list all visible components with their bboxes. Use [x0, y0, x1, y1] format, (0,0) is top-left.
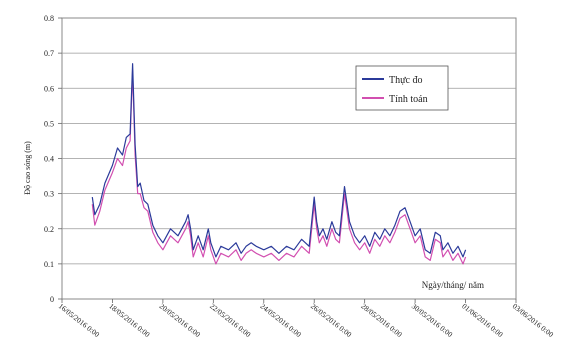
y-tick-label: 0.8 [44, 14, 54, 23]
legend-label-tinh-toan: Tính toán [389, 94, 428, 105]
x-tick-label: 26/05/2016 0:00 [309, 301, 354, 339]
x-tick-label: 01/06/2016 0:00 [460, 301, 505, 339]
gridlines [62, 52, 516, 265]
x-tick-label: 18/05/2016 0:00 [107, 301, 152, 339]
x-tick-label: 22/05/2016 0:00 [208, 301, 253, 339]
y-tick-label: 0.2 [44, 225, 54, 234]
x-tick-label: 16/05/2016 0:00 [57, 301, 102, 339]
x-tick-label: 20/05/2016 0:00 [158, 301, 203, 339]
y-tick-labels: 0 0.1 0.2 0.3 0.4 0.5 0.6 0.7 0.8 [44, 14, 62, 304]
x-tick-labels: 16/05/2016 0:00 18/05/2016 0:00 20/05/2016… [57, 299, 556, 339]
x-tick-label: 24/05/2016 0:00 [259, 301, 304, 339]
legend-box [355, 65, 449, 111]
x-tick-label: 30/05/2016 0:00 [410, 301, 455, 339]
x-tick-label: 28/05/2016 0:00 [359, 301, 404, 339]
y-tick-label: 0.3 [44, 190, 54, 199]
y-axis-label: Độ cao sóng (m) [23, 141, 32, 195]
y-tick-label: 0.5 [44, 119, 54, 128]
legend: Thực đo Tính toán [355, 65, 449, 111]
y-tick-label: 0.4 [44, 155, 54, 164]
y-tick-label: 0.7 [44, 49, 54, 58]
y-tick-label: 0.6 [44, 84, 54, 93]
series-group [91, 63, 467, 265]
x-tick-label: 03/06/2016 0:00 [511, 301, 556, 339]
x-axis-label: Ngày/tháng/ năm [422, 280, 484, 290]
series-line-1 [91, 70, 467, 265]
series-line-0 [91, 63, 467, 258]
y-tick-label: 0.1 [44, 260, 54, 269]
legend-label-thuc-do: Thực đo [389, 75, 422, 86]
y-tick-label: 0 [50, 295, 54, 304]
